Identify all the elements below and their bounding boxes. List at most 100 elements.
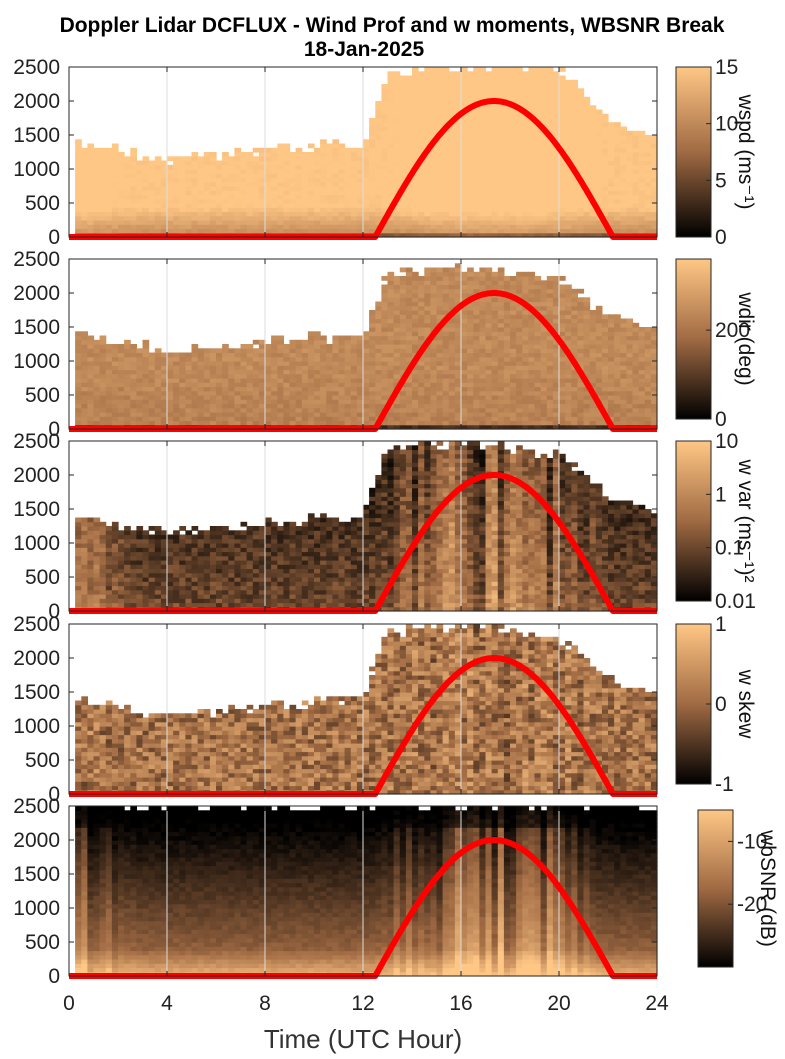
heatmap-cell <box>418 416 425 421</box>
heatmap-cell <box>247 182 254 187</box>
heatmap-cell <box>424 365 431 370</box>
heatmap-cell <box>130 152 137 157</box>
heatmap-cell <box>149 173 156 178</box>
heatmap-cell <box>234 203 241 208</box>
heatmap-cell <box>381 84 388 89</box>
heatmap-cell <box>308 212 315 217</box>
heatmap-cell <box>418 408 425 413</box>
heatmap-cell <box>577 207 584 212</box>
heatmap-cell <box>296 207 303 212</box>
heatmap-cell <box>345 148 352 153</box>
heatmap-cell <box>400 365 407 370</box>
heatmap-cell <box>314 344 321 349</box>
heatmap-cell <box>118 382 125 387</box>
heatmap-cell <box>198 220 205 225</box>
heatmap-cell <box>185 387 192 392</box>
heatmap-cell <box>461 323 468 328</box>
heatmap-cell <box>486 84 493 89</box>
heatmap-cell <box>253 382 260 387</box>
heatmap-cell <box>204 178 211 183</box>
heatmap-cell <box>584 416 591 421</box>
heatmap-cell <box>486 306 493 311</box>
heatmap-cell <box>314 382 321 387</box>
heatmap-cell <box>381 178 388 183</box>
heatmap-cell <box>308 421 315 426</box>
heatmap-cell <box>130 404 137 409</box>
heatmap-cell <box>130 220 137 225</box>
heatmap-cell <box>332 224 339 229</box>
heatmap-cell <box>198 365 205 370</box>
heatmap-cell <box>241 399 248 404</box>
heatmap-cell <box>394 118 401 123</box>
heatmap-cell <box>547 387 554 392</box>
heatmap-cell <box>381 169 388 174</box>
heatmap-cell <box>179 361 186 366</box>
heatmap-cell <box>430 297 437 302</box>
heatmap-cell <box>498 370 505 375</box>
heatmap-cell <box>81 416 88 421</box>
heatmap-cell <box>87 161 94 166</box>
heatmap-cell <box>639 212 646 217</box>
heatmap-cell <box>424 357 431 362</box>
heatmap-cell <box>369 340 376 345</box>
heatmap-cell <box>522 186 529 191</box>
heatmap-cell <box>620 220 627 225</box>
heatmap-cell <box>498 105 505 110</box>
heatmap-cell <box>363 139 370 144</box>
heatmap-cell <box>210 408 217 413</box>
heatmap-cell <box>100 165 107 170</box>
heatmap-cell <box>369 135 376 140</box>
heatmap-cell <box>75 207 82 212</box>
heatmap-cell <box>265 416 272 421</box>
heatmap-cell <box>577 165 584 170</box>
heatmap-cell <box>430 190 437 195</box>
heatmap-cell <box>418 118 425 123</box>
heatmap-cell <box>473 395 480 400</box>
heatmap-cell <box>473 272 480 277</box>
heatmap-cell <box>106 404 113 409</box>
heatmap-cell <box>498 374 505 379</box>
heatmap-cell <box>388 156 395 161</box>
heatmap-cell <box>443 110 450 115</box>
heatmap-cell <box>461 370 468 375</box>
heatmap-cell <box>375 173 382 178</box>
heatmap-cell <box>375 374 382 379</box>
heatmap-cell <box>596 110 603 115</box>
heatmap-cell <box>516 387 523 392</box>
heatmap-cell <box>400 84 407 89</box>
heatmap-cell <box>394 293 401 298</box>
heatmap-cell <box>75 139 82 144</box>
heatmap-cell <box>112 148 119 153</box>
heatmap-cell <box>541 280 548 285</box>
heatmap-cell <box>185 165 192 170</box>
heatmap-cell <box>339 144 346 149</box>
heatmap-cell <box>149 374 156 379</box>
heatmap-cell <box>400 391 407 396</box>
heatmap-cell <box>375 327 382 332</box>
heatmap-cell <box>449 93 456 98</box>
heatmap-cell <box>94 357 101 362</box>
heatmap-cell <box>565 229 572 234</box>
heatmap-cell <box>234 224 241 229</box>
heatmap-cell <box>486 118 493 123</box>
heatmap-cell <box>81 182 88 187</box>
heatmap-cell <box>467 387 474 392</box>
heatmap-cell <box>633 207 640 212</box>
heatmap-cell <box>277 378 284 383</box>
heatmap-cell <box>559 395 566 400</box>
heatmap-cell <box>271 378 278 383</box>
heatmap-cell <box>467 139 474 144</box>
heatmap-cell <box>516 220 523 225</box>
heatmap-cell <box>577 139 584 144</box>
colorbar-tick-label: 5 <box>715 169 727 192</box>
heatmap-cell <box>375 161 382 166</box>
heatmap-cell <box>535 101 542 106</box>
heatmap-cell <box>541 178 548 183</box>
heatmap-cell <box>130 361 137 366</box>
heatmap-cell <box>234 169 241 174</box>
heatmap-cell <box>608 203 615 208</box>
heatmap-cell <box>541 344 548 349</box>
heatmap-cell <box>547 165 554 170</box>
heatmap-cell <box>498 353 505 358</box>
heatmap-cell <box>430 314 437 319</box>
